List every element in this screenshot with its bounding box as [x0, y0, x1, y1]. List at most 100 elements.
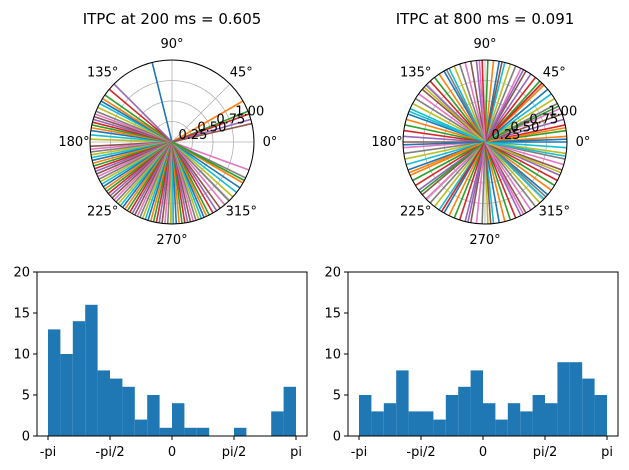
- x-tick-label: 0: [479, 445, 487, 460]
- radius-tick-label: 0.75: [529, 112, 558, 127]
- radius-tick-label: 0.25: [491, 128, 520, 143]
- angle-tick-label: 270°: [156, 233, 187, 248]
- histogram-bar: [371, 411, 384, 436]
- phase-line: [484, 141, 537, 208]
- phase-line: [484, 69, 525, 143]
- phase-line: [171, 122, 253, 143]
- angle-tick-label: 0°: [263, 135, 278, 150]
- phase-line: [429, 80, 486, 143]
- histogram-bar: [97, 370, 110, 436]
- radius-tick-label: 1.00: [548, 105, 577, 120]
- phase-line: [171, 141, 245, 182]
- phase-line: [438, 73, 486, 143]
- phase-line: [484, 138, 567, 143]
- x-tick-label: pi: [290, 445, 302, 460]
- phase-line: [405, 118, 486, 143]
- x-tick-label: 0: [168, 445, 176, 460]
- phase-line: [425, 141, 486, 200]
- phase-line: [171, 141, 226, 206]
- histogram-bar: [48, 329, 61, 436]
- phase-line: [171, 141, 230, 202]
- y-tick-label: 0: [22, 430, 30, 445]
- histogram-bar: [60, 354, 73, 436]
- phase-line: [484, 141, 512, 221]
- phase-line: [484, 60, 489, 143]
- phase-line: [481, 141, 486, 224]
- histogram-bar: [72, 321, 86, 436]
- phase-line: [403, 135, 486, 143]
- angle-tick-label: 225°: [87, 204, 118, 219]
- phase-line: [408, 141, 486, 174]
- phase-line: [484, 76, 537, 143]
- angle-tick-label: 225°: [400, 204, 431, 219]
- phase-line: [404, 124, 486, 143]
- angle-tick-label: 180°: [371, 135, 402, 150]
- phase-line: [113, 83, 173, 143]
- x-tick-label: -pi/2: [406, 445, 435, 460]
- phase-line: [484, 141, 517, 219]
- angle-tick-label: 45°: [543, 66, 566, 81]
- phase-line: [171, 113, 250, 143]
- angle-tick-label: 315°: [539, 204, 570, 219]
- phase-line: [171, 141, 234, 198]
- histogram-bar: [408, 411, 421, 436]
- phase-line: [408, 110, 486, 143]
- phase-line: [404, 141, 486, 160]
- phase-line: [403, 141, 486, 146]
- phase-line: [440, 141, 486, 212]
- phase-line: [484, 141, 492, 224]
- phase-line: [484, 141, 552, 191]
- phase-line: [484, 97, 555, 143]
- histogram-bar: [110, 378, 123, 436]
- phase-line: [484, 141, 555, 187]
- phase-line: [484, 65, 517, 143]
- histogram-bar: [196, 427, 210, 436]
- phase-line: [151, 62, 173, 143]
- phase-line: [433, 141, 486, 208]
- phase-line: [405, 141, 486, 166]
- phase-line: [484, 126, 566, 143]
- phase-line: [448, 141, 486, 217]
- phase-line: [433, 76, 486, 143]
- histogram-bar: [545, 403, 558, 436]
- polar-plot-800ms: ITPC at 800 ms = 0.091 0° 45° 90° 135° 180° 2…: [371, 10, 590, 248]
- phase-line: [429, 141, 486, 204]
- histogram-200ms: 0 5 10 15 20 -pi -pi/2 0 pi/2 pi: [13, 266, 308, 460]
- phase-line: [484, 141, 547, 198]
- histogram-bars: [48, 304, 296, 436]
- angle-tick-label: 180°: [58, 135, 89, 150]
- phase-line: [484, 141, 562, 174]
- y-tick-label: 20: [324, 266, 341, 281]
- phase-line: [484, 82, 543, 143]
- histogram-bar: [271, 411, 284, 436]
- angle-tick-label: 90°: [160, 37, 183, 52]
- histogram-bar: [520, 411, 533, 436]
- angle-gridline: [171, 83, 231, 143]
- phase-line: [415, 141, 486, 187]
- phase-line: [419, 141, 486, 194]
- y-tick-label: 20: [13, 266, 30, 281]
- phase-lines: [90, 62, 253, 225]
- phase-line: [104, 94, 173, 143]
- y-tick-label: 15: [13, 307, 30, 322]
- angle-tick-label: 135°: [400, 66, 431, 81]
- phase-line: [171, 141, 238, 194]
- x-tick-label: -pi: [351, 445, 368, 460]
- histogram-bar: [383, 403, 397, 436]
- angle-tick-label: 90°: [473, 37, 496, 52]
- phase-line: [478, 60, 486, 143]
- y-tick-label: 5: [22, 389, 30, 404]
- y-tick-label: 10: [324, 348, 341, 363]
- phase-line: [171, 141, 221, 209]
- x-tick-label: pi: [601, 445, 613, 460]
- y-tick-label: 0: [333, 430, 341, 445]
- phase-line: [458, 141, 486, 221]
- radius-tick-label: 0.50: [510, 120, 539, 135]
- histogram-bar: [159, 427, 172, 436]
- histogram-bar: [470, 370, 483, 436]
- phase-line: [418, 93, 486, 143]
- histogram-bar: [172, 403, 185, 436]
- phase-line: [464, 62, 486, 143]
- histogram-bar: [147, 395, 160, 436]
